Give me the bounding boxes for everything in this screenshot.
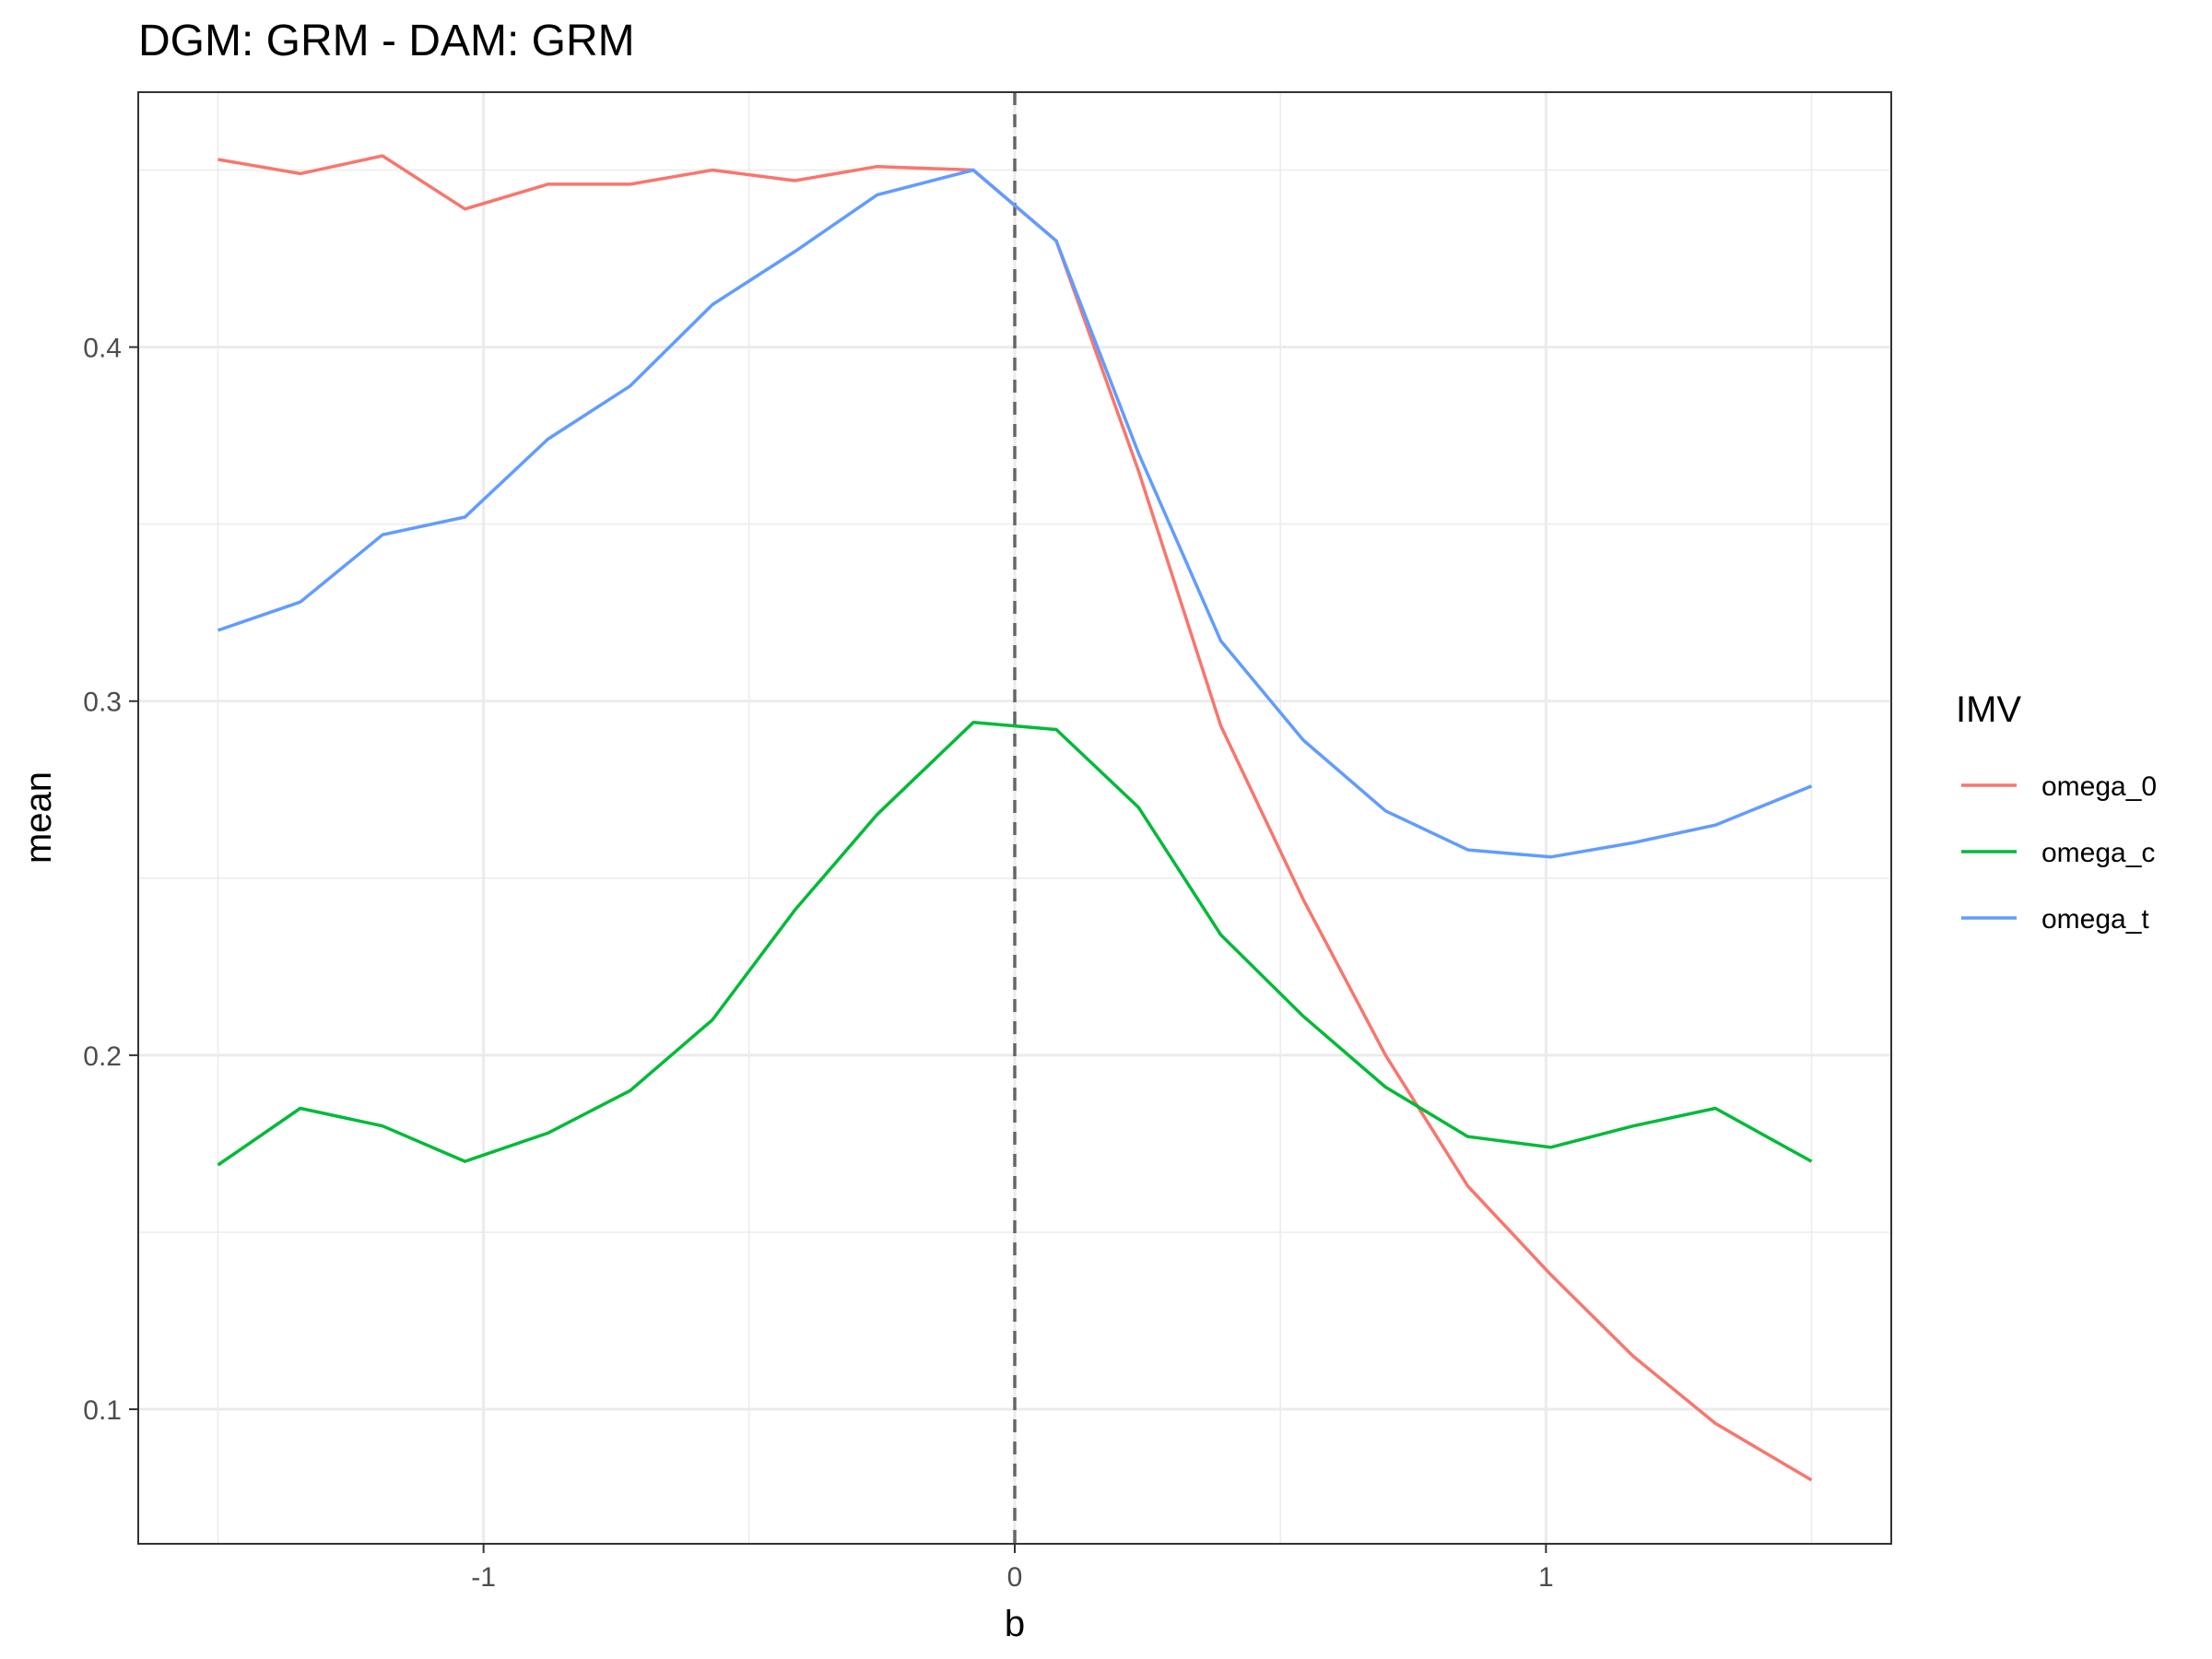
y-axis: 0.1 0.2 0.3 0.4 <box>83 334 138 1426</box>
y-axis-title: mean <box>18 771 59 864</box>
legend-items: omega_0 omega_c omega_t <box>1961 771 2157 935</box>
y-tick-label: 0.4 <box>83 334 122 364</box>
series-layer <box>217 154 1813 1482</box>
legend-label-omega-0: omega_0 <box>2041 771 2157 802</box>
y-tick-label: 0.1 <box>83 1395 122 1426</box>
x-axis-title: b <box>1005 1604 1025 1644</box>
legend-label-omega-c: omega_c <box>2041 838 2155 868</box>
y-tick-label: 0.2 <box>83 1041 122 1072</box>
x-tick-label: -1 <box>471 1562 496 1593</box>
y-tick-label: 0.3 <box>83 688 122 718</box>
legend: IMV omega_0 omega_c omega_t <box>1956 689 2157 935</box>
series-line-omega-c <box>217 721 1813 1167</box>
series-line-omega-t <box>217 168 1813 859</box>
plot-area <box>137 91 1892 1545</box>
legend-label-omega-t: omega_t <box>2041 904 2149 935</box>
x-tick-label: 1 <box>1538 1562 1554 1593</box>
x-axis: -1 0 1 <box>471 1544 1554 1593</box>
legend-title: IMV <box>1956 689 2021 730</box>
x-tick-label: 0 <box>1007 1562 1023 1593</box>
chart-title: DGM: GRM - DAM: GRM <box>138 17 635 65</box>
